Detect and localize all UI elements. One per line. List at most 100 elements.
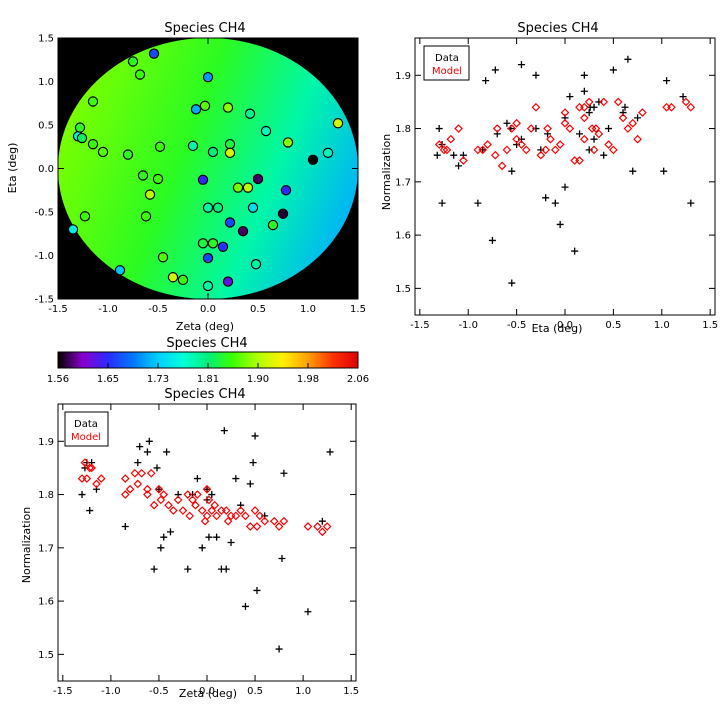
norm-eta-model-point	[446, 134, 456, 144]
map-point	[76, 132, 88, 144]
map-point	[177, 274, 189, 286]
norm-eta-model-point	[454, 124, 463, 133]
norm-zeta-model-point	[159, 490, 169, 499]
norm-eta-model-point	[580, 134, 589, 144]
map-point	[79, 211, 91, 222]
norm-eta-model-point	[681, 97, 691, 107]
norm-zeta-data-point	[220, 427, 228, 435]
norm-eta-axes: -1.5 -1.0 -0.5 0.0 0.5 1.0 1.5 1.5 1.6 1.7 1.8 1.9	[395, 37, 718, 331]
map-point	[277, 208, 289, 219]
norm-zeta-model-point	[269, 516, 279, 526]
norm-zeta-model-point	[188, 495, 197, 505]
norm-zeta-model-point	[173, 495, 183, 505]
norm-eta-model-point	[543, 124, 552, 133]
norm-eta-data-point	[532, 71, 540, 79]
map-point	[224, 147, 236, 159]
norm-zeta-data-point	[153, 464, 161, 472]
norm-zeta-model-point	[223, 516, 233, 526]
map-ytick-label: 1.5	[38, 34, 54, 45]
colorbar-tick-label: 1.56	[47, 374, 69, 385]
map-point	[232, 182, 244, 193]
norm-zeta-model-point	[130, 468, 140, 478]
norm-eta-data-point	[663, 77, 671, 85]
norm-eta-model-point	[502, 145, 512, 155]
norm-eta-data-point	[491, 66, 499, 74]
norm-eta-xtick-label: 1.0	[654, 320, 670, 331]
norm-eta-data-point	[624, 55, 632, 63]
norm-eta-title: Species CH4	[517, 21, 598, 36]
norm-zeta-model-point	[85, 463, 95, 473]
norm-eta-model-point	[575, 102, 584, 112]
norm-eta-model-point	[613, 97, 623, 107]
colorbar-tick-label: 1.81	[197, 374, 219, 385]
map-point	[224, 138, 236, 150]
norm-eta-model-point	[599, 97, 609, 107]
norm-eta-model-point	[531, 102, 541, 112]
map-point	[267, 219, 279, 231]
map-point	[197, 238, 209, 249]
map-point	[224, 217, 236, 228]
norm-eta-data-point	[508, 167, 516, 175]
colorbar-ticks: 1.56 1.65 1.73 1.81 1.90 1.98 2.06	[47, 363, 369, 385]
norm-eta-data-point	[576, 130, 584, 138]
norm-zeta-model-point	[200, 516, 210, 526]
norm-zeta-model-point	[303, 522, 313, 531]
norm-zeta-legend-box	[64, 411, 109, 447]
norm-zeta-axes: -1.5 -1.0 -0.5 0.0 0.5 1.0 1.5 1.5 1.6 1.7 1.8 1.9	[38, 403, 359, 697]
norm-zeta-model-point	[236, 506, 245, 515]
norm-eta-model-point	[526, 124, 536, 133]
norm-eta-model-point	[575, 156, 584, 165]
norm-eta-model-point	[580, 113, 589, 123]
norm-eta-xtick-label: -1.0	[458, 320, 478, 331]
norm-eta-model-point	[490, 150, 500, 160]
colorbar-tick-label: 1.73	[147, 374, 169, 385]
map-xtick-label: 1.5	[350, 304, 366, 315]
norm-eta-model-point	[434, 140, 444, 149]
norm-eta-ytick-label: 1.5	[395, 284, 411, 295]
norm-zeta-legend-data: Data	[74, 419, 98, 430]
norm-eta-model-point	[478, 145, 488, 155]
norm-zeta-xtick-label: 1.0	[295, 686, 311, 697]
norm-eta-legend-data: Data	[435, 53, 459, 64]
norm-eta-model-point	[483, 140, 492, 149]
norm-eta-ytick-label: 1.7	[395, 177, 411, 188]
map-xlabel: Zeta (deg)	[176, 320, 234, 333]
norm-eta-model-point	[584, 97, 594, 107]
norm-eta-data-point	[679, 93, 687, 101]
map-point	[307, 154, 319, 165]
norm-eta-model-point	[497, 161, 507, 171]
norm-zeta-model-point	[154, 484, 164, 494]
norm-zeta-data-point	[121, 523, 129, 531]
map-xtick-label: 1.0	[300, 304, 316, 315]
norm-zeta-data-point	[145, 437, 153, 445]
norm-eta-legend-model: Model	[432, 66, 462, 77]
norm-zeta-model-point	[274, 522, 284, 531]
norm-zeta-model-point	[245, 522, 255, 531]
norm-zeta-data-point	[249, 459, 257, 467]
map-point	[202, 202, 214, 213]
norm-eta-model-point	[618, 113, 628, 123]
norm-zeta-data-point	[326, 448, 334, 456]
norm-zeta-model-point	[169, 506, 178, 515]
norm-eta-model-point	[442, 145, 452, 155]
norm-eta-data-point	[517, 61, 525, 69]
norm-eta-data-point	[566, 93, 574, 101]
norm-eta-model-point	[604, 140, 613, 149]
norm-eta-data-point	[532, 125, 540, 133]
norm-zeta-data-point	[136, 443, 144, 451]
norm-zeta-model-point	[87, 463, 96, 473]
norm-zeta-model-point	[204, 495, 214, 505]
norm-eta-data-point	[503, 119, 511, 127]
norm-eta-data-point	[450, 151, 458, 159]
norm-zeta-data-point	[143, 448, 151, 456]
norm-eta-ytick-label: 1.6	[395, 231, 411, 242]
norm-zeta-xtick-label: -0.5	[149, 686, 169, 697]
norm-eta-model-point	[536, 150, 546, 160]
norm-eta-model-point	[565, 124, 575, 133]
map-axes: -1.5 -1.0 -0.5 0.0 0.5 1.0 1.5 -1.5 -1.0 -0.5 0.0 0…	[34, 34, 365, 316]
norm-eta-model-point	[589, 145, 599, 155]
map-ytick-label: 1.0	[38, 77, 54, 88]
norm-eta-data-point	[629, 167, 637, 175]
norm-zeta-model-point	[80, 458, 90, 467]
norm-zeta-model-point	[183, 490, 193, 499]
